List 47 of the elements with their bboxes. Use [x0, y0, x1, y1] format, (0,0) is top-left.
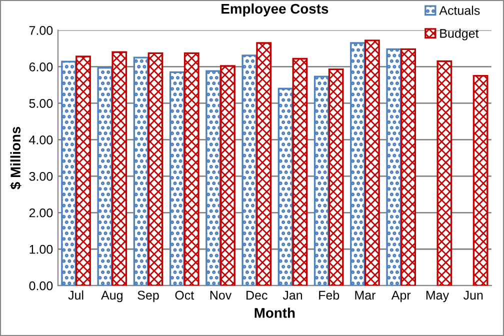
x-tick-label: Dec [246, 290, 268, 300]
x-tick-label: Mar [355, 290, 376, 300]
bar [97, 66, 113, 286]
bar [61, 60, 76, 286]
bar [292, 58, 308, 286]
x-tick-label: Sep [138, 290, 159, 302]
bar [314, 76, 330, 286]
bar [400, 48, 416, 286]
bar [184, 52, 200, 286]
bar [256, 42, 272, 286]
x-tick-label: Aug [101, 290, 122, 302]
x-tick-label: Nov [210, 290, 232, 300]
bar [148, 52, 164, 286]
x-tick-label: May [426, 290, 450, 302]
bar [76, 56, 91, 286]
y-tick-label: 5.00 [29, 99, 53, 108]
y-tick-label: 3.00 [29, 172, 53, 181]
x-axis-title: Month [254, 308, 295, 318]
x-tick-label: Jun [463, 290, 483, 300]
bar [242, 54, 258, 286]
y-tick-label: 2.00 [29, 208, 53, 218]
bar [133, 56, 149, 286]
x-tick-label: Apr [391, 290, 411, 302]
bar [112, 51, 128, 286]
y-tick-label: 7.00 [29, 26, 53, 35]
x-tick-label: Jan [282, 290, 302, 300]
y-tick-label: 1.00 [30, 244, 53, 254]
y-tick-label: 0.00 [29, 281, 53, 290]
bar [350, 42, 366, 286]
x-tick-label: Oct [175, 290, 194, 300]
bar [220, 65, 236, 286]
y-tick-label: 6.00 [29, 62, 53, 72]
x-tick-label: Feb [319, 290, 340, 300]
bar [436, 60, 452, 286]
bar [386, 48, 402, 286]
x-tick-label: Jul [68, 290, 84, 300]
bar [278, 88, 294, 286]
legend-label: Budget [440, 28, 479, 40]
bar [364, 40, 380, 286]
bar [206, 70, 221, 286]
bar [472, 75, 488, 286]
legend-label: Actuals [439, 6, 480, 15]
y-axis-title: $ Millions [10, 126, 22, 190]
bar [169, 71, 185, 286]
bar [328, 68, 344, 286]
chart-title: Employee Costs [222, 4, 328, 16]
y-tick-label: 4.00 [29, 135, 53, 144]
